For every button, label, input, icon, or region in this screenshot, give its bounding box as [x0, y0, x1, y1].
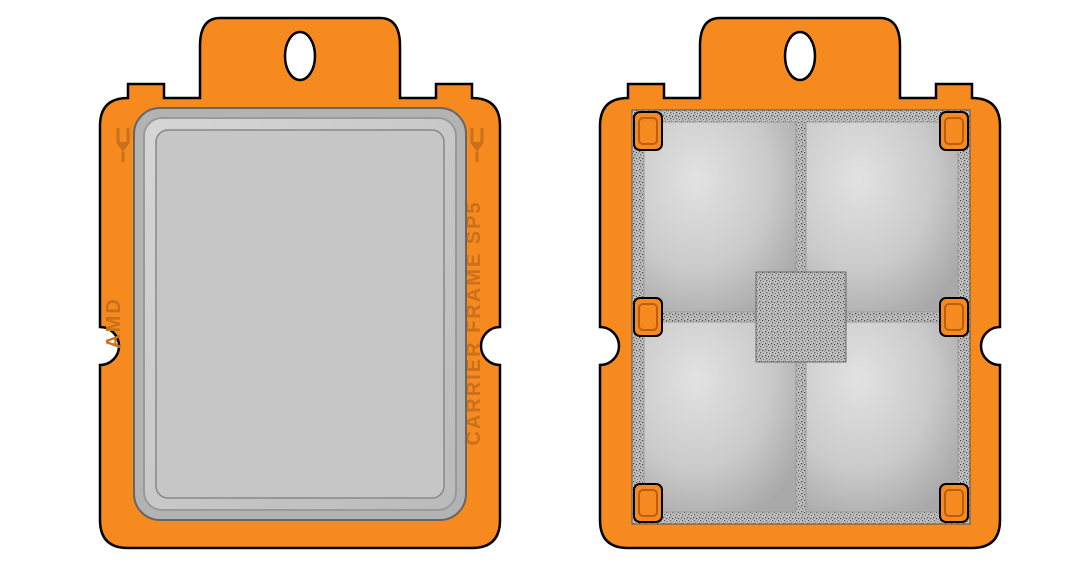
- retention-clip: [940, 298, 968, 336]
- retention-clip: [940, 112, 968, 150]
- center-patch: [756, 272, 846, 362]
- ihs-top: [156, 130, 444, 498]
- tab-hole: [785, 32, 815, 80]
- retention-clip: [634, 484, 662, 522]
- retention-clip: [634, 112, 662, 150]
- retention-clip: [634, 298, 662, 336]
- retention-clip: [940, 484, 968, 522]
- tab-hole: [285, 32, 315, 80]
- carrier-back-view: [600, 18, 1000, 548]
- carrier-front-view: AMDCARRIER FRAME SP5: [100, 18, 500, 548]
- label-left: AMD: [103, 297, 125, 349]
